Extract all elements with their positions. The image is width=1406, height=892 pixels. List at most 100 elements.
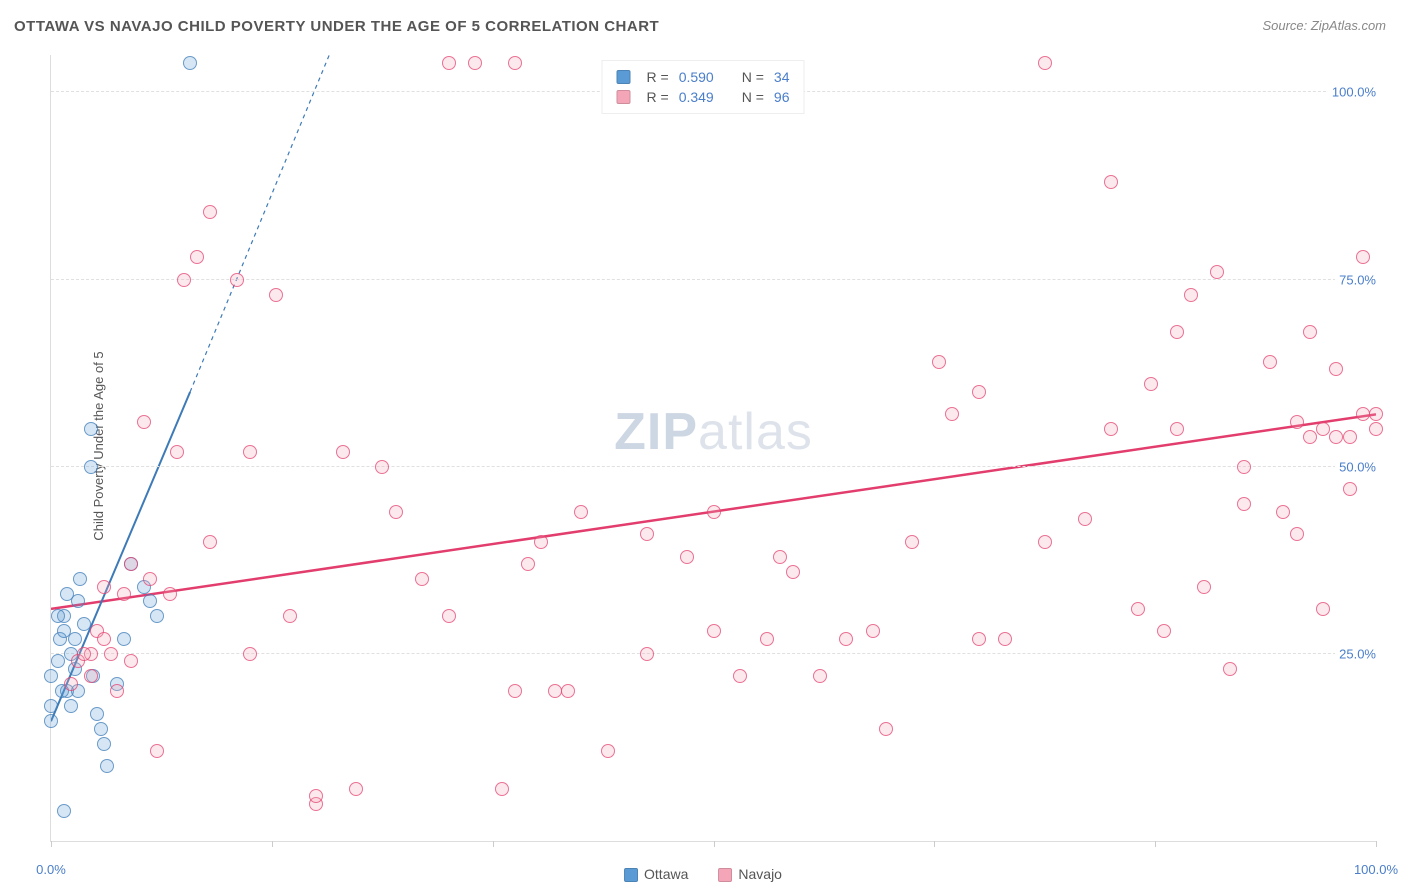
data-point: [183, 56, 197, 70]
data-point: [77, 647, 91, 661]
y-tick-label: 100.0%: [1328, 85, 1380, 100]
data-point: [143, 572, 157, 586]
data-point: [866, 624, 880, 638]
data-point: [336, 445, 350, 459]
data-point: [203, 205, 217, 219]
data-point: [283, 609, 297, 623]
data-point: [84, 460, 98, 474]
data-point: [1316, 422, 1330, 436]
data-point: [150, 744, 164, 758]
x-tick: [272, 841, 273, 847]
data-point: [1303, 430, 1317, 444]
watermark-rest: atlas: [698, 403, 813, 461]
correlation-legend: R = 0.590 N = 34 R = 0.349 N = 96: [602, 60, 805, 114]
data-point: [104, 647, 118, 661]
x-tick: [493, 841, 494, 847]
data-point: [1356, 250, 1370, 264]
data-point: [44, 699, 58, 713]
data-point: [90, 707, 104, 721]
data-point: [495, 782, 509, 796]
navajo-label: Navajo: [738, 866, 782, 882]
ottawa-label: Ottawa: [644, 866, 688, 882]
data-point: [521, 557, 535, 571]
data-point: [707, 624, 721, 638]
data-point: [879, 722, 893, 736]
data-point: [64, 699, 78, 713]
data-point: [574, 505, 588, 519]
legend-item-navajo: Navajo: [718, 866, 782, 882]
data-point: [389, 505, 403, 519]
data-point: [839, 632, 853, 646]
navajo-r-value: 0.349: [679, 89, 714, 105]
data-point: [680, 550, 694, 564]
data-point: [760, 632, 774, 646]
data-point: [143, 594, 157, 608]
data-point: [1223, 662, 1237, 676]
chart-title: OTTAWA VS NAVAJO CHILD POVERTY UNDER THE…: [14, 18, 659, 35]
data-point: [84, 669, 98, 683]
data-point: [1078, 512, 1092, 526]
data-point: [548, 684, 562, 698]
data-point: [1170, 422, 1184, 436]
legend-row-navajo: R = 0.349 N = 96: [617, 87, 790, 107]
plot-area: ZIPatlas 25.0%50.0%75.0%100.0%0.0%100.0%: [50, 55, 1376, 842]
data-point: [1144, 377, 1158, 391]
r-label: R =: [647, 69, 669, 85]
data-point: [97, 580, 111, 594]
data-point: [94, 722, 108, 736]
data-point: [1131, 602, 1145, 616]
chart-container: OTTAWA VS NAVAJO CHILD POVERTY UNDER THE…: [0, 0, 1406, 892]
data-point: [73, 572, 87, 586]
data-point: [1369, 422, 1383, 436]
data-point: [97, 632, 111, 646]
data-point: [1038, 56, 1052, 70]
legend-row-ottawa: R = 0.590 N = 34: [617, 67, 790, 87]
data-point: [1237, 497, 1251, 511]
ottawa-swatch-icon: [624, 868, 638, 882]
y-tick-label: 75.0%: [1335, 272, 1380, 287]
data-point: [601, 744, 615, 758]
data-point: [1184, 288, 1198, 302]
navajo-swatch-icon: [718, 868, 732, 882]
gridline: [51, 466, 1376, 467]
data-point: [375, 460, 389, 474]
data-point: [44, 669, 58, 683]
data-point: [349, 782, 363, 796]
data-point: [640, 647, 654, 661]
data-point: [117, 587, 131, 601]
data-point: [170, 445, 184, 459]
data-point: [1290, 527, 1304, 541]
data-point: [508, 684, 522, 698]
data-point: [1343, 430, 1357, 444]
data-point: [972, 385, 986, 399]
data-point: [707, 505, 721, 519]
data-point: [998, 632, 1012, 646]
n-label: N =: [742, 69, 764, 85]
data-point: [932, 355, 946, 369]
legend-item-ottawa: Ottawa: [624, 866, 688, 882]
data-point: [100, 759, 114, 773]
data-point: [1303, 325, 1317, 339]
data-point: [77, 617, 91, 631]
data-point: [57, 804, 71, 818]
data-point: [137, 415, 151, 429]
r-label: R =: [647, 89, 669, 105]
data-point: [60, 587, 74, 601]
data-point: [68, 632, 82, 646]
data-point: [786, 565, 800, 579]
data-point: [117, 632, 131, 646]
series-legend: Ottawa Navajo: [624, 866, 782, 882]
data-point: [468, 56, 482, 70]
navajo-swatch: [617, 90, 631, 104]
data-point: [110, 684, 124, 698]
data-point: [813, 669, 827, 683]
data-point: [972, 632, 986, 646]
data-point: [1329, 362, 1343, 376]
data-point: [243, 647, 257, 661]
data-point: [150, 609, 164, 623]
data-point: [177, 273, 191, 287]
data-point: [534, 535, 548, 549]
data-point: [945, 407, 959, 421]
data-point: [309, 789, 323, 803]
data-point: [508, 56, 522, 70]
